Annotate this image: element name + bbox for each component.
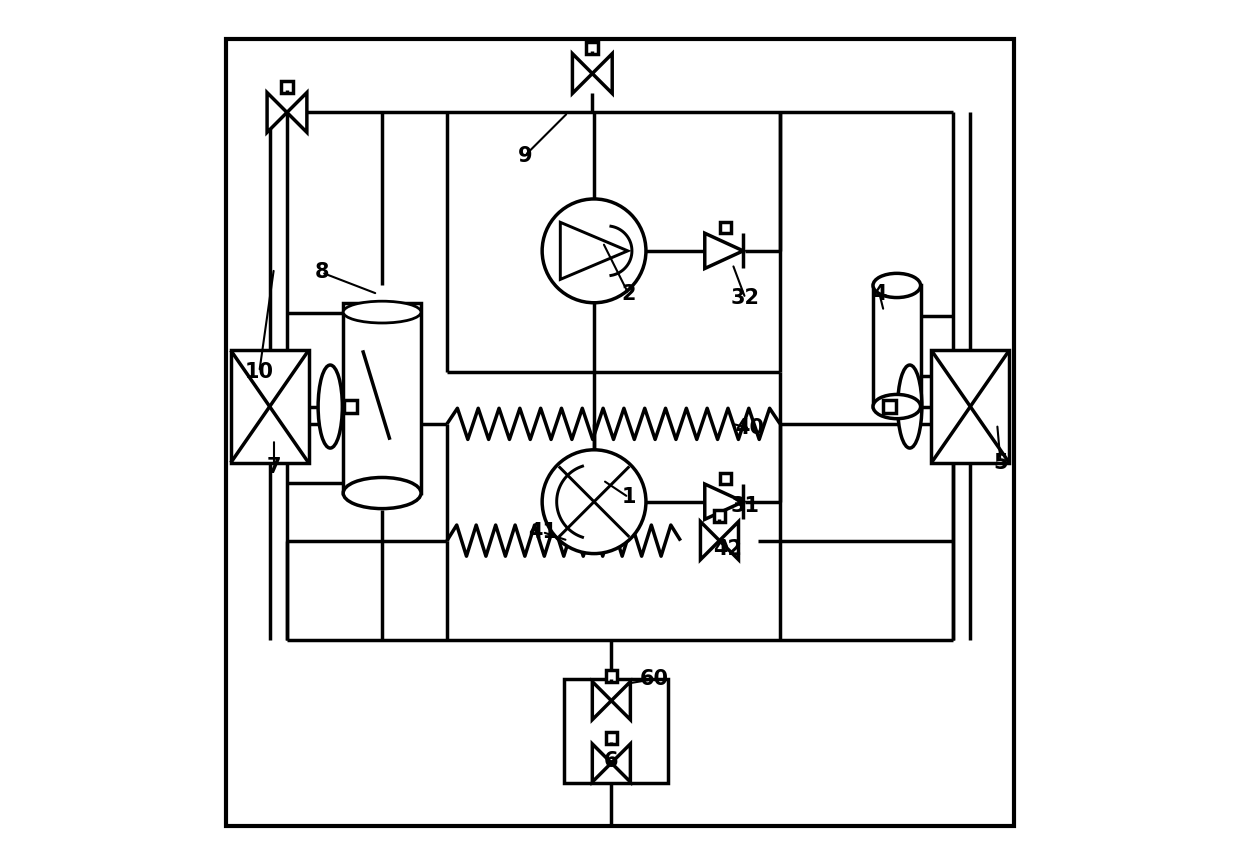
Text: 9: 9	[517, 145, 532, 166]
Text: 6: 6	[604, 751, 619, 772]
Text: 31: 31	[730, 496, 760, 516]
Polygon shape	[593, 744, 611, 782]
Polygon shape	[704, 234, 743, 268]
Polygon shape	[593, 682, 611, 720]
Polygon shape	[611, 744, 630, 782]
Bar	[343, 303, 422, 493]
Polygon shape	[267, 93, 286, 132]
Text: 60: 60	[640, 669, 670, 689]
Bar	[720, 472, 732, 484]
Bar	[343, 400, 357, 413]
Bar	[605, 733, 618, 744]
Text: 8: 8	[314, 262, 329, 283]
Text: 1: 1	[621, 487, 636, 508]
Bar	[883, 400, 897, 413]
Bar	[605, 670, 618, 682]
Bar	[231, 350, 309, 463]
Bar	[931, 350, 1009, 463]
Polygon shape	[611, 682, 630, 720]
Text: 40: 40	[735, 418, 764, 439]
Bar	[720, 221, 732, 234]
Ellipse shape	[343, 301, 422, 323]
Polygon shape	[593, 54, 613, 93]
Bar	[564, 679, 667, 783]
Polygon shape	[719, 522, 739, 560]
Text: 10: 10	[244, 362, 274, 382]
Polygon shape	[286, 93, 306, 132]
Text: 32: 32	[730, 288, 760, 309]
Ellipse shape	[898, 365, 921, 448]
Bar	[873, 285, 920, 407]
Text: 42: 42	[714, 539, 743, 560]
Ellipse shape	[873, 273, 920, 298]
Ellipse shape	[343, 477, 422, 509]
Text: 41: 41	[528, 522, 557, 542]
Text: 4: 4	[872, 284, 887, 304]
Polygon shape	[701, 522, 719, 560]
Polygon shape	[573, 54, 593, 93]
Bar	[587, 42, 598, 54]
Polygon shape	[704, 484, 743, 519]
Ellipse shape	[319, 365, 342, 448]
Circle shape	[542, 450, 646, 554]
Circle shape	[542, 199, 646, 303]
Text: 2: 2	[621, 284, 636, 304]
Bar	[714, 510, 725, 522]
Bar	[281, 80, 293, 93]
Ellipse shape	[873, 394, 920, 419]
Text: 5: 5	[993, 452, 1008, 473]
Text: 7: 7	[267, 457, 281, 477]
